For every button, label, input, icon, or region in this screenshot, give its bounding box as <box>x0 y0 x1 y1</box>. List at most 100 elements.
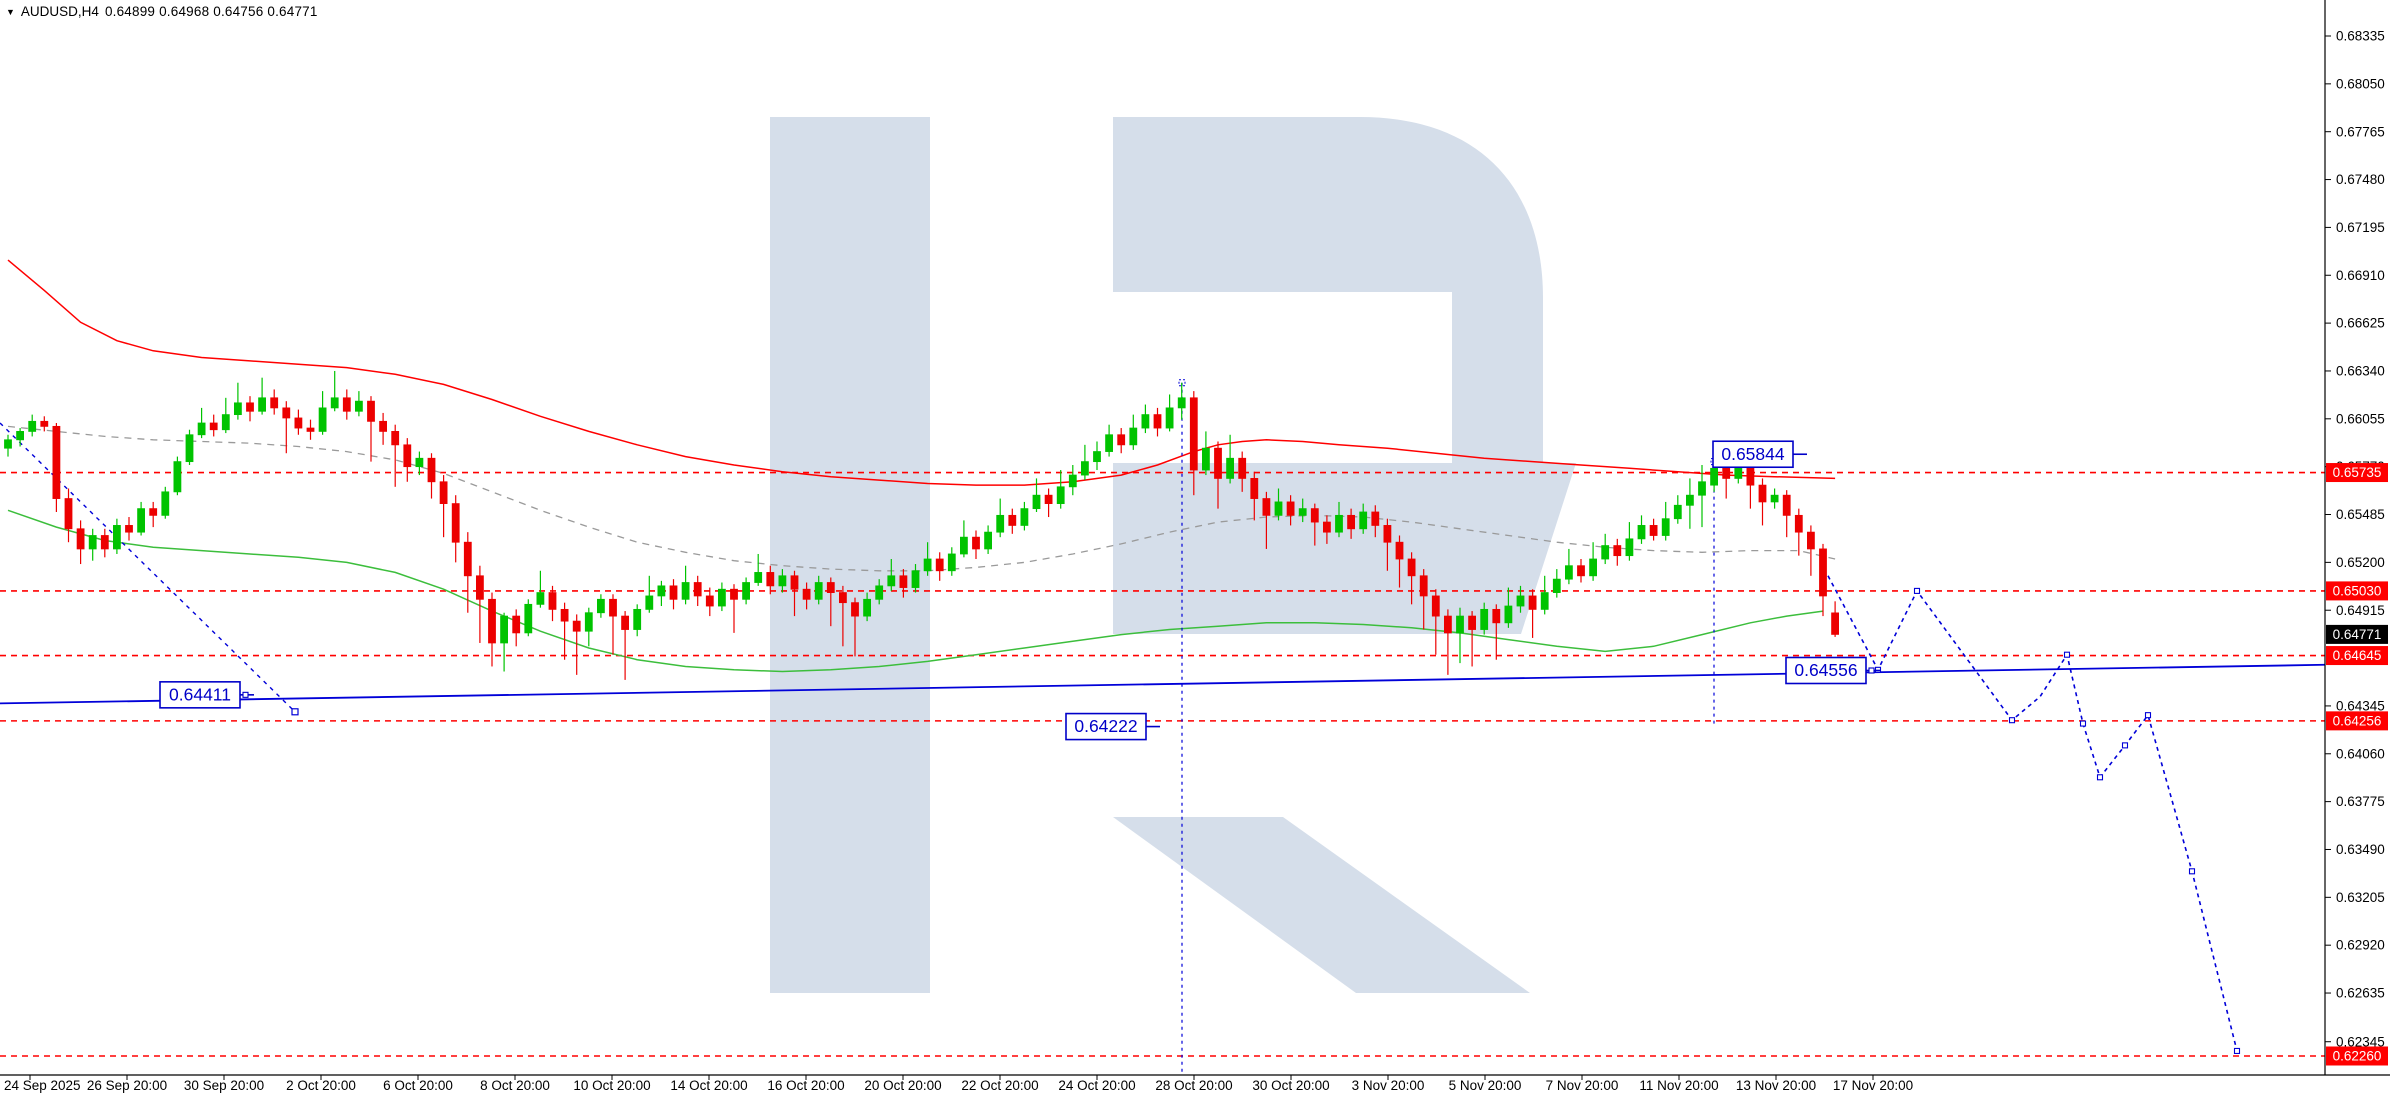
candle <box>1141 404 1150 434</box>
diagonal-guides[interactable] <box>0 422 299 716</box>
candle <box>28 414 37 437</box>
candle <box>40 416 49 432</box>
level-price-label-text: 0.62260 <box>2333 1049 2382 1064</box>
candle-body <box>814 582 823 600</box>
candle-body <box>1819 548 1827 597</box>
support-trendline[interactable] <box>0 663 2326 705</box>
vertical-guide-top-marker <box>1178 379 1186 387</box>
price-tick-label: 0.66625 <box>2336 316 2385 331</box>
candle-body <box>1758 484 1767 503</box>
callout-box[interactable] <box>1785 656 1867 685</box>
diagonal-guide-line[interactable] <box>0 422 296 713</box>
callout-0.64222[interactable]: 0.64222 <box>1065 712 1160 741</box>
projection-vertex-marker[interactable] <box>2079 720 2087 727</box>
time-tick-label: 22 Oct 20:00 <box>961 1078 1038 1093</box>
candle-body <box>584 612 593 632</box>
time-tick-label: 26 Sep 20:00 <box>87 1078 167 1093</box>
support-trendline-segment[interactable] <box>0 663 2326 705</box>
upper-band-line <box>7 259 1836 486</box>
candle <box>1492 604 1501 660</box>
candle <box>887 559 896 591</box>
level-lines[interactable] <box>0 471 2325 1057</box>
projection-vertex-marker[interactable] <box>1913 587 1921 594</box>
candle <box>233 382 242 420</box>
lower-band-line <box>7 509 1824 673</box>
candle <box>113 518 121 554</box>
candle <box>984 525 992 554</box>
price-callouts[interactable]: 0.65844 0.64556 0.64411 0.64222 <box>159 440 1880 741</box>
candle-body <box>451 503 460 543</box>
projection-path[interactable] <box>1827 575 2238 1052</box>
symbol-dropdown-icon[interactable]: ▼ <box>6 7 15 17</box>
candle-body <box>960 536 968 555</box>
projection-vertex-marker[interactable] <box>2121 742 2129 749</box>
candle <box>778 569 787 593</box>
candle <box>1202 431 1210 476</box>
callout-box[interactable] <box>1065 712 1147 741</box>
time-tick-label: 30 Sep 20:00 <box>184 1078 264 1093</box>
callout-0.65844[interactable]: 0.65844 <box>1712 440 1807 469</box>
candle-body <box>40 420 49 427</box>
price-axis[interactable]: 0.68335 0.68050 0.67765 0.67480 0.67195 0.669… <box>2325 29 2388 1066</box>
callout-box[interactable] <box>1712 440 1794 469</box>
candle-body <box>984 531 992 550</box>
candle-body <box>76 528 85 550</box>
candle <box>1395 535 1404 588</box>
time-axis[interactable]: 24 Sep 2025 26 Sep 20:00 30 Sep 20:00 2 Oct… <box>4 1075 1913 1093</box>
candle <box>76 520 85 565</box>
projection-vertex-marker[interactable] <box>2096 774 2104 781</box>
projection-vertex-marker[interactable] <box>2188 868 2196 875</box>
candle <box>463 532 472 613</box>
candle-body <box>1056 486 1065 505</box>
candle <box>826 577 835 627</box>
candle-body <box>246 402 254 412</box>
candle <box>633 604 642 637</box>
callout-anchor-marker <box>242 691 249 698</box>
projection-vertex-marker[interactable] <box>2233 1047 2241 1055</box>
watermark-shape <box>1113 117 1576 634</box>
upper-band-line-path <box>7 259 1836 486</box>
level-price-label-bg <box>2326 646 2388 666</box>
candle-body <box>1528 595 1537 610</box>
price-tick-label: 0.65485 <box>2336 507 2385 522</box>
projection-zigzag[interactable] <box>1827 575 2241 1055</box>
candle-body <box>270 397 279 409</box>
candle-body <box>1480 608 1489 630</box>
candle <box>439 475 448 538</box>
callout-0.64556[interactable]: 0.64556 <box>1785 656 1880 685</box>
candle <box>645 575 654 613</box>
symbol-period-label: AUDUSD,H4 <box>20 4 99 19</box>
price-tick-label: 0.63205 <box>2336 890 2385 905</box>
candle-body <box>1189 397 1198 471</box>
price-tick-label: 0.68050 <box>2336 76 2385 91</box>
candle <box>1008 508 1017 534</box>
candle-body <box>1746 467 1755 486</box>
candle <box>1468 611 1476 667</box>
candle-body <box>996 514 1005 533</box>
candle-body <box>1359 511 1368 530</box>
projection-vertex-marker[interactable] <box>2008 717 2016 724</box>
candle-body <box>1589 558 1597 577</box>
candle-body <box>258 397 267 412</box>
candle-body <box>826 582 835 593</box>
candle <box>52 423 61 512</box>
candle <box>851 597 859 657</box>
candle <box>1020 501 1029 531</box>
candle-body <box>560 608 569 622</box>
candle <box>367 396 375 462</box>
candle <box>572 614 581 675</box>
guide-end-marker[interactable] <box>291 708 299 716</box>
projection-vertex-marker[interactable] <box>2063 651 2071 658</box>
candle <box>88 528 97 561</box>
callout-0.64411[interactable]: 0.64411 <box>159 681 254 709</box>
candle-body <box>233 402 242 416</box>
candle-body <box>572 620 581 632</box>
projection-vertex-marker[interactable] <box>2144 712 2152 719</box>
candle-body <box>88 535 97 550</box>
callout-box[interactable] <box>159 681 241 709</box>
candle <box>1262 491 1271 549</box>
candle <box>1516 585 1525 613</box>
candle-body <box>1250 478 1259 499</box>
candle-body <box>475 575 484 600</box>
